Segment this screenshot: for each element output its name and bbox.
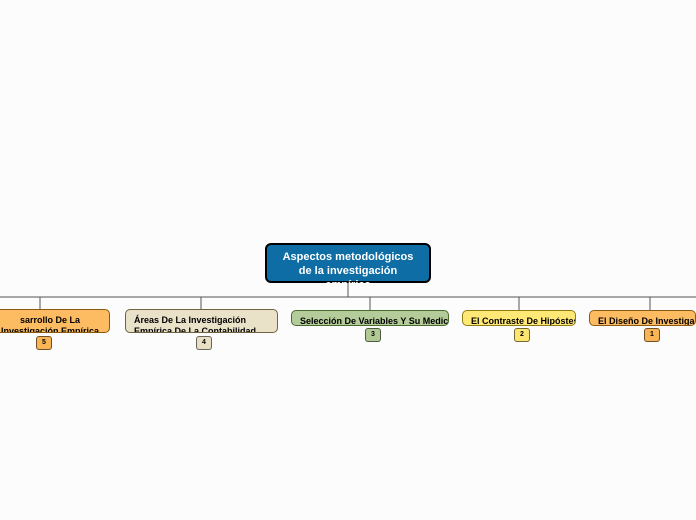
child-node-2[interactable]: Selección De Variables Y Su Medición: [291, 310, 449, 326]
child-badge-3[interactable]: 2: [514, 328, 530, 342]
child-node-label: sarrollo De La Investigación Empírica: [1, 315, 99, 333]
child-node-label: Áreas De La Investigación Empírica De La…: [134, 315, 256, 333]
child-badge-4[interactable]: 1: [644, 328, 660, 342]
child-node-3[interactable]: El Contraste De Hipóstesis: [462, 310, 576, 326]
root-node[interactable]: Aspectos metodológicos de la investigaci…: [265, 243, 431, 283]
diagram-canvas: Aspectos metodológicos de la investigaci…: [0, 0, 696, 520]
child-badge-0[interactable]: 5: [36, 336, 52, 350]
child-node-label: El Diseño De Investigació: [598, 316, 696, 326]
child-node-label: El Contraste De Hipóstesis: [471, 316, 576, 326]
child-node-label: Selección De Variables Y Su Medición: [300, 316, 449, 326]
child-node-1[interactable]: Áreas De La Investigación Empírica De La…: [125, 309, 278, 333]
child-badge-2[interactable]: 3: [365, 328, 381, 342]
child-badge-1[interactable]: 4: [196, 336, 212, 350]
child-node-4[interactable]: El Diseño De Investigació: [589, 310, 696, 326]
child-node-0[interactable]: sarrollo De La Investigación Empírica: [0, 309, 110, 333]
